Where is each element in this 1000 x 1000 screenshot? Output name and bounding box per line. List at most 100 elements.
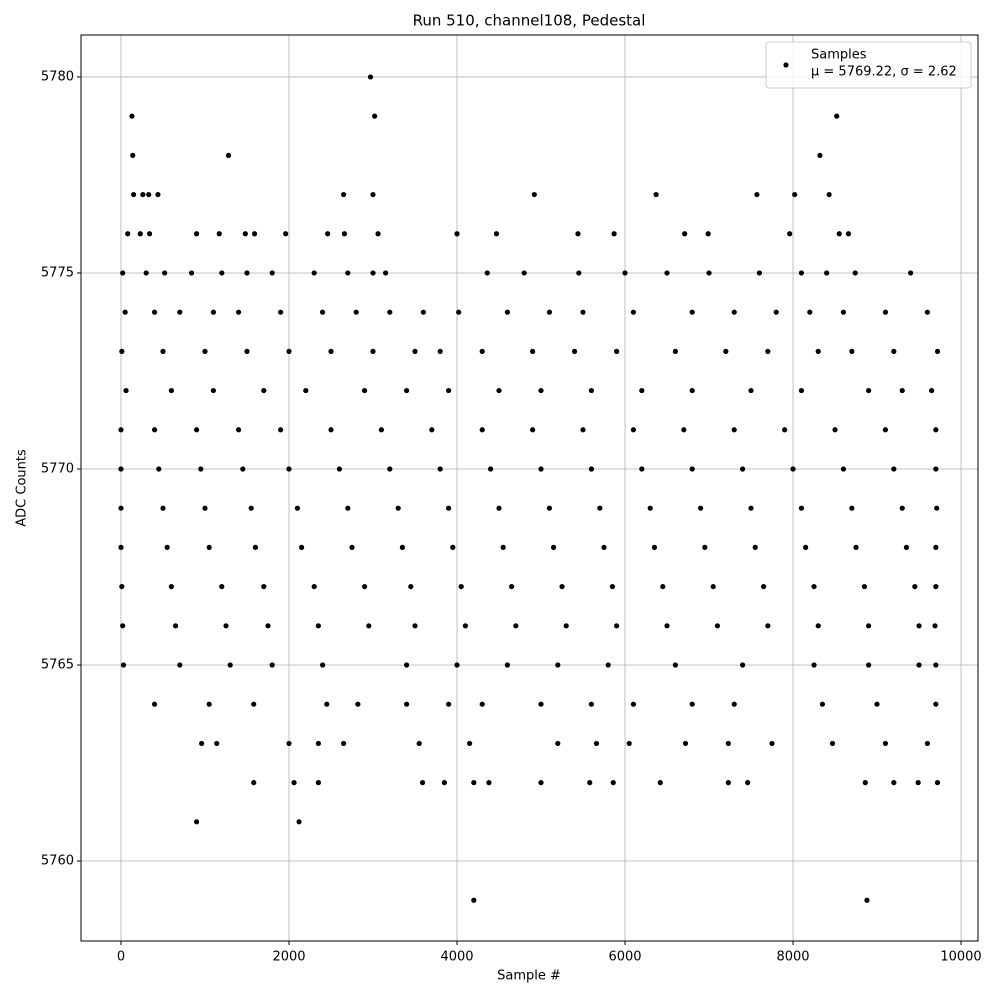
point bbox=[160, 505, 166, 511]
point bbox=[404, 387, 410, 394]
point bbox=[248, 505, 254, 511]
point bbox=[269, 662, 275, 668]
point bbox=[807, 309, 813, 315]
point bbox=[140, 191, 146, 198]
point bbox=[188, 270, 195, 276]
point bbox=[597, 505, 603, 511]
point bbox=[748, 387, 754, 394]
point bbox=[891, 466, 897, 472]
point bbox=[630, 427, 637, 433]
point bbox=[216, 231, 222, 237]
point bbox=[630, 309, 637, 315]
point bbox=[588, 701, 595, 707]
point bbox=[177, 662, 183, 668]
point bbox=[202, 348, 208, 354]
point bbox=[933, 427, 939, 433]
point bbox=[862, 780, 868, 786]
point bbox=[653, 191, 659, 198]
point bbox=[903, 544, 910, 550]
point bbox=[456, 309, 462, 315]
point bbox=[416, 740, 422, 747]
point bbox=[689, 309, 695, 315]
point bbox=[829, 740, 836, 747]
point bbox=[874, 701, 880, 707]
point bbox=[845, 231, 852, 237]
point bbox=[298, 544, 305, 550]
point bbox=[849, 505, 855, 511]
point bbox=[303, 387, 309, 394]
point bbox=[769, 740, 775, 747]
point bbox=[265, 623, 271, 629]
point bbox=[315, 780, 321, 786]
point bbox=[933, 701, 939, 707]
point bbox=[420, 309, 427, 315]
point bbox=[551, 544, 557, 550]
point bbox=[555, 740, 561, 747]
point bbox=[555, 662, 561, 668]
point bbox=[340, 191, 347, 198]
point bbox=[486, 780, 492, 786]
point bbox=[493, 231, 500, 237]
point bbox=[235, 309, 242, 315]
point bbox=[639, 387, 645, 394]
point bbox=[162, 270, 168, 276]
point bbox=[164, 544, 170, 550]
point bbox=[832, 427, 838, 433]
point bbox=[467, 740, 473, 747]
point bbox=[404, 701, 410, 707]
point bbox=[387, 309, 393, 315]
point bbox=[702, 544, 708, 550]
point bbox=[504, 309, 511, 315]
point bbox=[500, 544, 506, 550]
point bbox=[462, 623, 469, 629]
point bbox=[375, 231, 381, 237]
chart-title: Run 510, channel108, Pedestal bbox=[413, 12, 646, 30]
point bbox=[315, 623, 321, 629]
y-tick-label: 5775 bbox=[41, 265, 74, 280]
point bbox=[815, 623, 821, 629]
point bbox=[120, 623, 126, 629]
point bbox=[622, 270, 628, 276]
point bbox=[261, 583, 267, 590]
point bbox=[933, 544, 939, 550]
point bbox=[412, 623, 418, 629]
point bbox=[504, 662, 511, 668]
point bbox=[168, 583, 174, 590]
point bbox=[366, 623, 372, 629]
point bbox=[740, 466, 746, 472]
point bbox=[446, 387, 452, 394]
point bbox=[193, 427, 200, 433]
point bbox=[251, 780, 257, 786]
point bbox=[748, 505, 754, 511]
point bbox=[206, 544, 212, 550]
point bbox=[199, 740, 205, 747]
point bbox=[538, 780, 544, 786]
point bbox=[576, 270, 582, 276]
point bbox=[933, 583, 939, 590]
point bbox=[840, 309, 847, 315]
point bbox=[296, 819, 302, 825]
point bbox=[479, 701, 485, 707]
point bbox=[611, 231, 617, 237]
point bbox=[395, 505, 401, 511]
point bbox=[826, 191, 832, 198]
point bbox=[242, 231, 248, 237]
point bbox=[311, 583, 317, 590]
point bbox=[387, 466, 393, 472]
point bbox=[151, 309, 158, 315]
point bbox=[682, 740, 689, 747]
point bbox=[315, 740, 321, 747]
point bbox=[891, 780, 897, 786]
point bbox=[168, 387, 174, 394]
point bbox=[572, 348, 578, 354]
point bbox=[934, 780, 941, 786]
point bbox=[610, 780, 616, 786]
point bbox=[355, 701, 361, 707]
point bbox=[660, 583, 666, 590]
point bbox=[601, 544, 607, 550]
point bbox=[277, 309, 284, 315]
point bbox=[626, 740, 632, 747]
point bbox=[151, 701, 158, 707]
point bbox=[193, 231, 200, 237]
